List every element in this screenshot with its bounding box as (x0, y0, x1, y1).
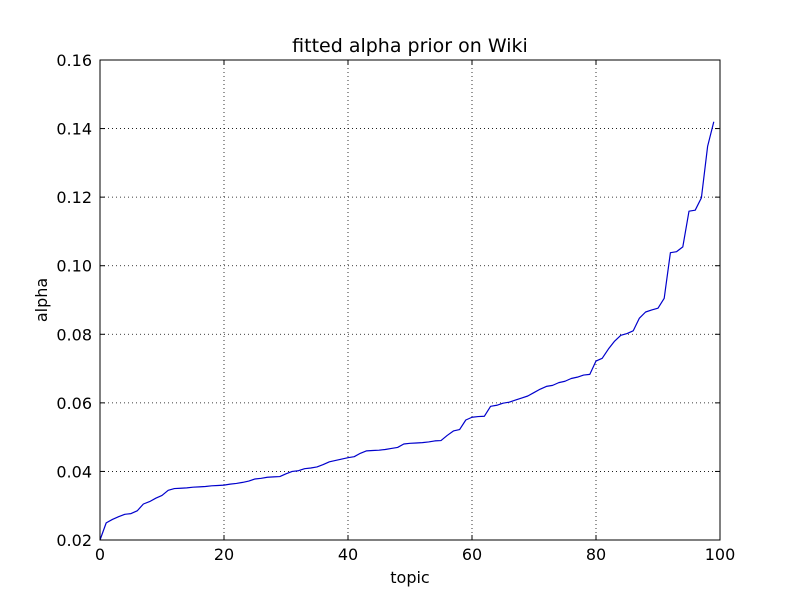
series-layer (99, 121, 715, 541)
x-tick-label: 100 (705, 545, 736, 564)
x-tick-label: 40 (338, 545, 358, 564)
y-axis-title: alpha (32, 278, 51, 322)
grid-lines (100, 60, 720, 540)
series-line-alpha (99, 121, 715, 541)
y-tick-labels: 0.02 0.04 0.06 0.08 0.10 0.12 0.14 0.16 (56, 51, 92, 550)
x-tick-label: 20 (214, 545, 234, 564)
plot-area (100, 60, 720, 540)
y-tick-label: 0.02 (56, 531, 92, 550)
x-axis-title: topic (390, 568, 429, 587)
x-tick-label: 60 (462, 545, 482, 564)
x-tick-label: 0 (95, 545, 105, 564)
y-tick-label: 0.16 (56, 51, 92, 70)
chart-title: fitted alpha prior on Wiki (292, 35, 528, 57)
y-tick-label: 0.06 (56, 394, 92, 413)
x-tick-label: 80 (586, 545, 606, 564)
y-tick-label: 0.14 (56, 120, 92, 139)
y-tick-label: 0.08 (56, 325, 92, 344)
y-tick-label: 0.10 (56, 257, 92, 276)
y-tick-label: 0.12 (56, 188, 92, 207)
tick-marks (99, 59, 721, 541)
y-tick-label: 0.04 (56, 462, 92, 481)
x-tick-labels: 0 20 40 60 80 100 (95, 545, 735, 564)
plot-frame (99, 59, 721, 541)
